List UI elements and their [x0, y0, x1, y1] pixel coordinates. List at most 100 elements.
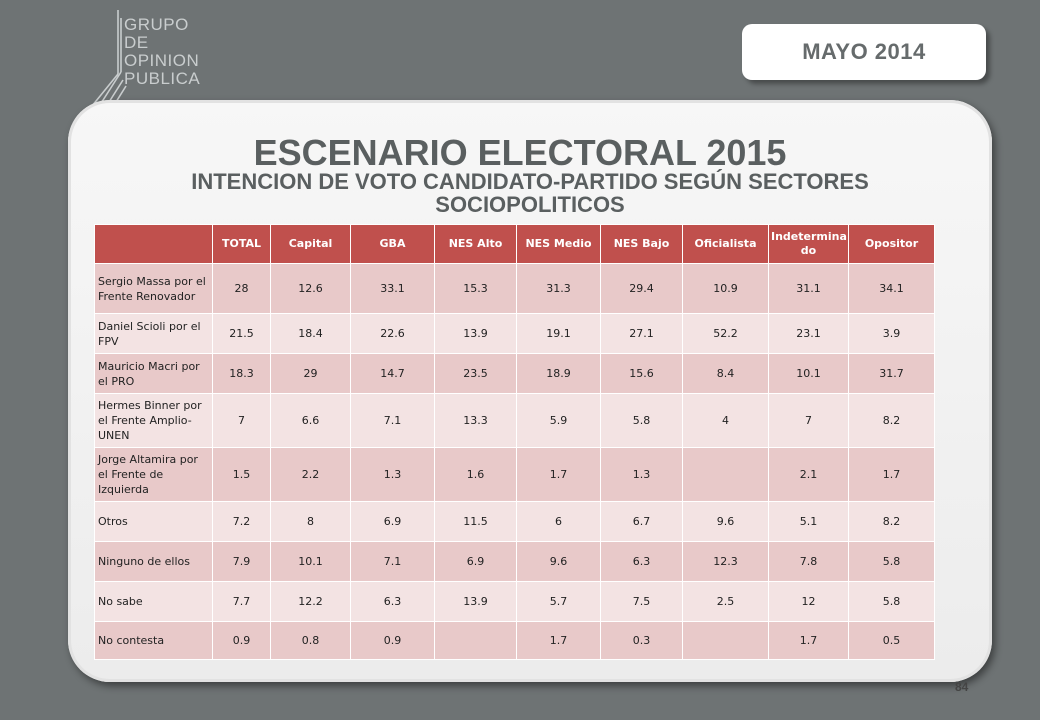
- header-oficialista: Oficialista: [682, 224, 769, 264]
- table-cell: 4: [682, 393, 769, 448]
- header-empty: [94, 224, 213, 264]
- table-cell: 13.9: [434, 581, 517, 622]
- header-nes-medio: NES Medio: [516, 224, 601, 264]
- table-cell: 1.5: [212, 447, 271, 502]
- header-indeterminado: Indetermina do: [768, 224, 849, 264]
- table-cell: 31.7: [848, 353, 935, 394]
- table-cell: 18.4: [270, 313, 351, 354]
- table-cell: 8: [270, 501, 351, 542]
- table-cell: 7.8: [768, 541, 849, 582]
- logo-line-2: DE: [124, 33, 149, 52]
- table-cell: 14.7: [350, 353, 435, 394]
- table-cell: 10.1: [768, 353, 849, 394]
- table-cell: 33.1: [350, 263, 435, 314]
- table-cell: 7.5: [600, 581, 683, 622]
- logo-line-1: GRUPO: [124, 15, 189, 34]
- table-cell: 19.1: [516, 313, 601, 354]
- table-cell: 31.1: [768, 263, 849, 314]
- table-cell: 15.6: [600, 353, 683, 394]
- table-cell: 7: [768, 393, 849, 448]
- table-cell: 0.9: [350, 621, 435, 660]
- table-row: Jorge Altamira por el Frente de Izquierd…: [94, 447, 935, 502]
- table-cell: 27.1: [600, 313, 683, 354]
- vote-intention-table: TOTAL Capital GBA NES Alto NES Medio NES…: [94, 224, 935, 660]
- page-number: 84: [955, 680, 969, 694]
- table-cell: 6.3: [350, 581, 435, 622]
- table-cell: 12.6: [270, 263, 351, 314]
- table-cell: 29: [270, 353, 351, 394]
- table-body: Sergio Massa por el Frente Renovador 28 12…: [94, 263, 935, 660]
- grupo-opinion-publica-logo: [92, 10, 127, 110]
- table-cell: 5.8: [848, 581, 935, 622]
- table-cell: 10.1: [270, 541, 351, 582]
- date-badge: MAYO 2014: [742, 24, 986, 80]
- table-cell: 6.9: [350, 501, 435, 542]
- page-subtitle: INTENCION DE VOTO CANDIDATO-PARTIDO SEGÚ…: [191, 169, 869, 217]
- table-cell: 52.2: [682, 313, 769, 354]
- header-opositor: Opositor: [848, 224, 935, 264]
- table-cell: 12: [768, 581, 849, 622]
- table-cell: 1.7: [516, 621, 601, 660]
- table-cell: 10.9: [682, 263, 769, 314]
- table-cell: 1.7: [768, 621, 849, 660]
- table-cell: [434, 621, 517, 660]
- table-row: Daniel Scioli por el FPV 21.5 18.4 22.6 13.9…: [94, 313, 935, 354]
- table-row: Hermes Binner por el Frente Amplio-UNEN 7…: [94, 393, 935, 448]
- logo-text: GRUPO DE OPINION PUBLICA: [124, 16, 200, 88]
- row-label: No sabe: [94, 581, 213, 622]
- table-cell: 9.6: [682, 501, 769, 542]
- logo-line-3: OPINION: [124, 51, 200, 70]
- table-row: Mauricio Macri por el PRO 18.3 29 14.7 23.5 1…: [94, 353, 935, 394]
- table-cell: 7: [212, 393, 271, 448]
- table-row: Sergio Massa por el Frente Renovador 28 12…: [94, 263, 935, 314]
- header-total: TOTAL: [212, 224, 271, 264]
- table-cell: 5.1: [768, 501, 849, 542]
- table-cell: 6.6: [270, 393, 351, 448]
- row-label: Otros: [94, 501, 213, 542]
- table-cell: 28: [212, 263, 271, 314]
- table-cell: 22.6: [350, 313, 435, 354]
- table-cell: 13.3: [434, 393, 517, 448]
- table-cell: 21.5: [212, 313, 271, 354]
- row-label: Ninguno de ellos: [94, 541, 213, 582]
- table-cell: 9.6: [516, 541, 601, 582]
- table-row: No sabe 7.7 12.2 6.3 13.9 5.7 7.5 2.5 12 5.8: [94, 581, 935, 622]
- table-cell: 7.7: [212, 581, 271, 622]
- table-cell: 6.9: [434, 541, 517, 582]
- table-cell: 23.1: [768, 313, 849, 354]
- header-capital: Capital: [270, 224, 351, 264]
- table-cell: 0.5: [848, 621, 935, 660]
- table-cell: 6.3: [600, 541, 683, 582]
- table-cell: 7.2: [212, 501, 271, 542]
- table-row: Ninguno de ellos 7.9 10.1 7.1 6.9 9.6 6.3 12.3 7…: [94, 541, 935, 582]
- table-cell: 18.3: [212, 353, 271, 394]
- table-row: Otros 7.2 8 6.9 11.5 6 6.7 9.6 5.1 8.2: [94, 501, 935, 542]
- row-label: No contesta: [94, 621, 213, 660]
- table-header-row: TOTAL Capital GBA NES Alto NES Medio NES…: [94, 224, 935, 264]
- header-gba: GBA: [350, 224, 435, 264]
- table-cell: [682, 621, 769, 660]
- table-cell: 15.3: [434, 263, 517, 314]
- table-cell: 12.2: [270, 581, 351, 622]
- table-cell: 5.9: [516, 393, 601, 448]
- table-cell: 6: [516, 501, 601, 542]
- table-cell: 0.3: [600, 621, 683, 660]
- header-nes-alto: NES Alto: [434, 224, 517, 264]
- table-cell: 23.5: [434, 353, 517, 394]
- table-cell: 1.3: [600, 447, 683, 502]
- table-cell: 5.8: [600, 393, 683, 448]
- row-label: Sergio Massa por el Frente Renovador: [94, 263, 213, 314]
- table-cell: 2.1: [768, 447, 849, 502]
- table-cell: 18.9: [516, 353, 601, 394]
- row-label: Jorge Altamira por el Frente de Izquierd…: [94, 447, 213, 502]
- table-cell: 7.1: [350, 393, 435, 448]
- table-cell: 1.6: [434, 447, 517, 502]
- table-cell: 31.3: [516, 263, 601, 314]
- table-cell: 8.2: [848, 501, 935, 542]
- table-cell: 1.7: [516, 447, 601, 502]
- row-label: Daniel Scioli por el FPV: [94, 313, 213, 354]
- table-cell: 12.3: [682, 541, 769, 582]
- table-cell: 5.8: [848, 541, 935, 582]
- row-label: Mauricio Macri por el PRO: [94, 353, 213, 394]
- table-cell: 7.1: [350, 541, 435, 582]
